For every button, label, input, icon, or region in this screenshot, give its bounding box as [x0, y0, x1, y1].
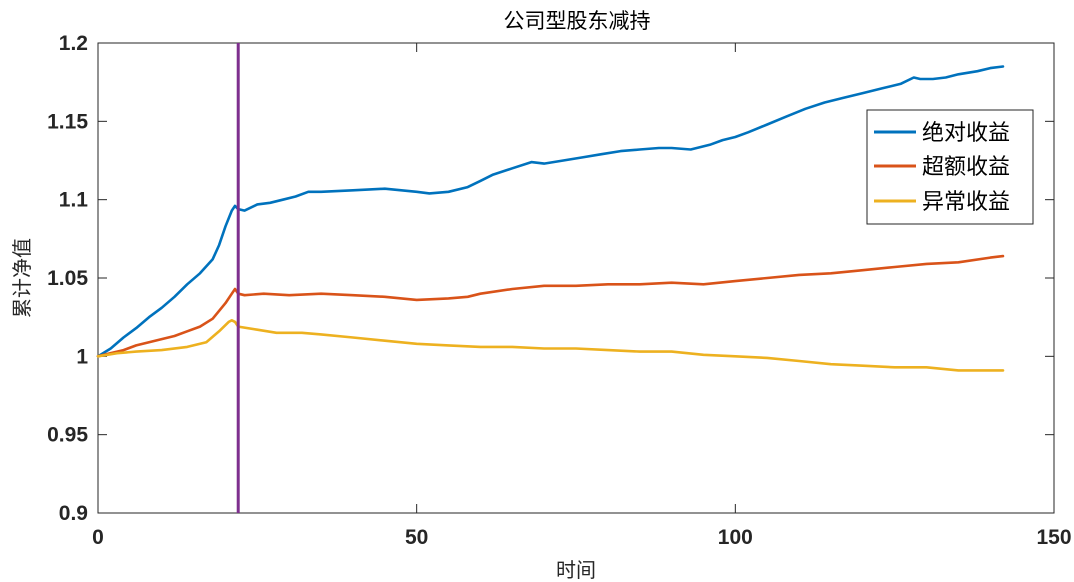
y-tick-label: 0.9	[59, 502, 88, 525]
series-line-absolute-return	[96, 65, 1005, 358]
y-axis-label: 累计净值	[10, 238, 34, 318]
x-tick-label: 0	[92, 526, 104, 549]
axis-ticks	[97, 42, 1055, 514]
x-tick-labels: 0 50 100 150	[92, 526, 1071, 549]
legend-label-absolute-return: 绝对收益	[922, 121, 1010, 146]
series-line-abnormal-return	[96, 319, 1005, 372]
x-tick-label: 100	[718, 526, 753, 549]
x-tick-label: 150	[1036, 526, 1071, 549]
legend: 绝对收益 超额收益 异常收益	[866, 109, 1034, 225]
legend-label-excess-return: 超额收益	[922, 155, 1010, 180]
series-line-excess-return	[96, 254, 1005, 358]
legend-label-abnormal-return: 异常收益	[922, 190, 1010, 215]
y-tick-labels: 0.9 0.95 1 1.05 1.1 1.15 1.2	[47, 32, 88, 525]
chart-title: 公司型股东减持	[504, 9, 651, 33]
y-tick-label: 0.95	[47, 424, 88, 447]
y-tick-label: 1.05	[47, 267, 88, 290]
y-tick-label: 1	[76, 345, 88, 368]
y-tick-label: 1.1	[59, 189, 89, 212]
x-axis-label: 时间	[556, 558, 596, 582]
series-lines	[96, 65, 1005, 372]
x-tick-label: 50	[405, 526, 428, 549]
y-tick-label: 1.2	[59, 32, 88, 55]
y-tick-label: 1.15	[47, 110, 88, 133]
